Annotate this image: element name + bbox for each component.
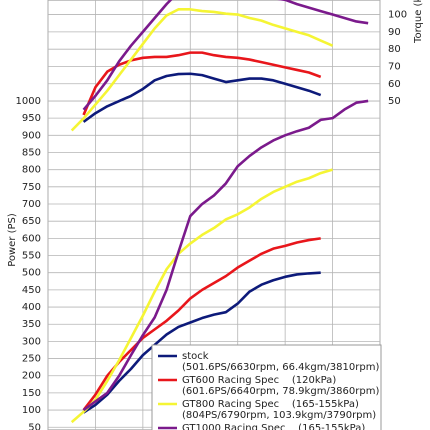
y-tick-label: 650 <box>22 216 41 227</box>
y-tick-label: 300 <box>22 336 41 347</box>
legend-note: (601.6PS/6640rpm, 78.9kgm/3860rpm) <box>182 386 379 397</box>
legend-box <box>151 344 382 430</box>
y-tick-label: 700 <box>22 199 41 210</box>
power-line <box>70 168 333 424</box>
legend-label: GT600 Racing Spec (120kPa) <box>182 375 336 386</box>
y-tick-label: 600 <box>22 233 41 244</box>
power-line <box>82 271 321 414</box>
y-tick-label: 100 <box>22 405 41 416</box>
power-line <box>82 99 369 412</box>
y-tick-label: 1000 <box>16 96 41 107</box>
torque-line <box>82 51 322 116</box>
legend-label: GT800 Racing Spec (165-155kPa) <box>182 399 359 410</box>
lines <box>70 0 369 424</box>
y-tick-label: 50 <box>28 422 41 430</box>
y2-tick-label: 90 <box>388 27 401 38</box>
y-tick-label: 550 <box>22 251 41 262</box>
y-tick-label: 450 <box>22 285 41 296</box>
y-tick-label: 800 <box>22 165 41 176</box>
legend-label: GT1000 Racing Spec (165-155kPa) <box>182 423 365 430</box>
legend-note: (804PS/6790rpm, 103.9kgm/3790rpm) <box>182 410 376 421</box>
y2-tick-label: 70 <box>388 61 401 72</box>
torque-line <box>70 8 334 132</box>
legend: stock(501.6PS/6630rpm, 66.4kgm/3810rpm) G… <box>151 344 382 430</box>
legend-note: (501.6PS/6630rpm, 66.4kgm/3810rpm) <box>182 362 379 373</box>
y-tick-label: 850 <box>22 147 41 158</box>
torque-line <box>82 0 369 111</box>
y2-tick-label: 50 <box>388 96 401 107</box>
torque-line <box>82 72 322 123</box>
legend-label: stock <box>182 351 209 362</box>
y-tick-label: 750 <box>22 182 41 193</box>
y-tick-label: 200 <box>22 371 41 382</box>
y-tick-label: 400 <box>22 302 41 313</box>
y-tick-label: 250 <box>22 354 41 365</box>
y-tick-label: 950 <box>22 113 41 124</box>
y-tick-label: 500 <box>22 268 41 279</box>
y-axis-label: Power (PS) <box>7 213 18 267</box>
y-tick-label: 900 <box>22 130 41 141</box>
y2-tick-label: 100 <box>388 10 407 21</box>
y-tick-label: 350 <box>22 319 41 330</box>
y2-axis-label: Torque (kg-m <box>413 0 424 44</box>
power-line <box>82 237 321 411</box>
y-tick-label: 150 <box>22 388 41 399</box>
axes: 50 100 150 200 250 300 350 400 450 500 550 600 650 70… <box>16 10 408 430</box>
y2-tick-label: 80 <box>388 44 401 55</box>
y2-tick-label: 60 <box>388 79 401 90</box>
